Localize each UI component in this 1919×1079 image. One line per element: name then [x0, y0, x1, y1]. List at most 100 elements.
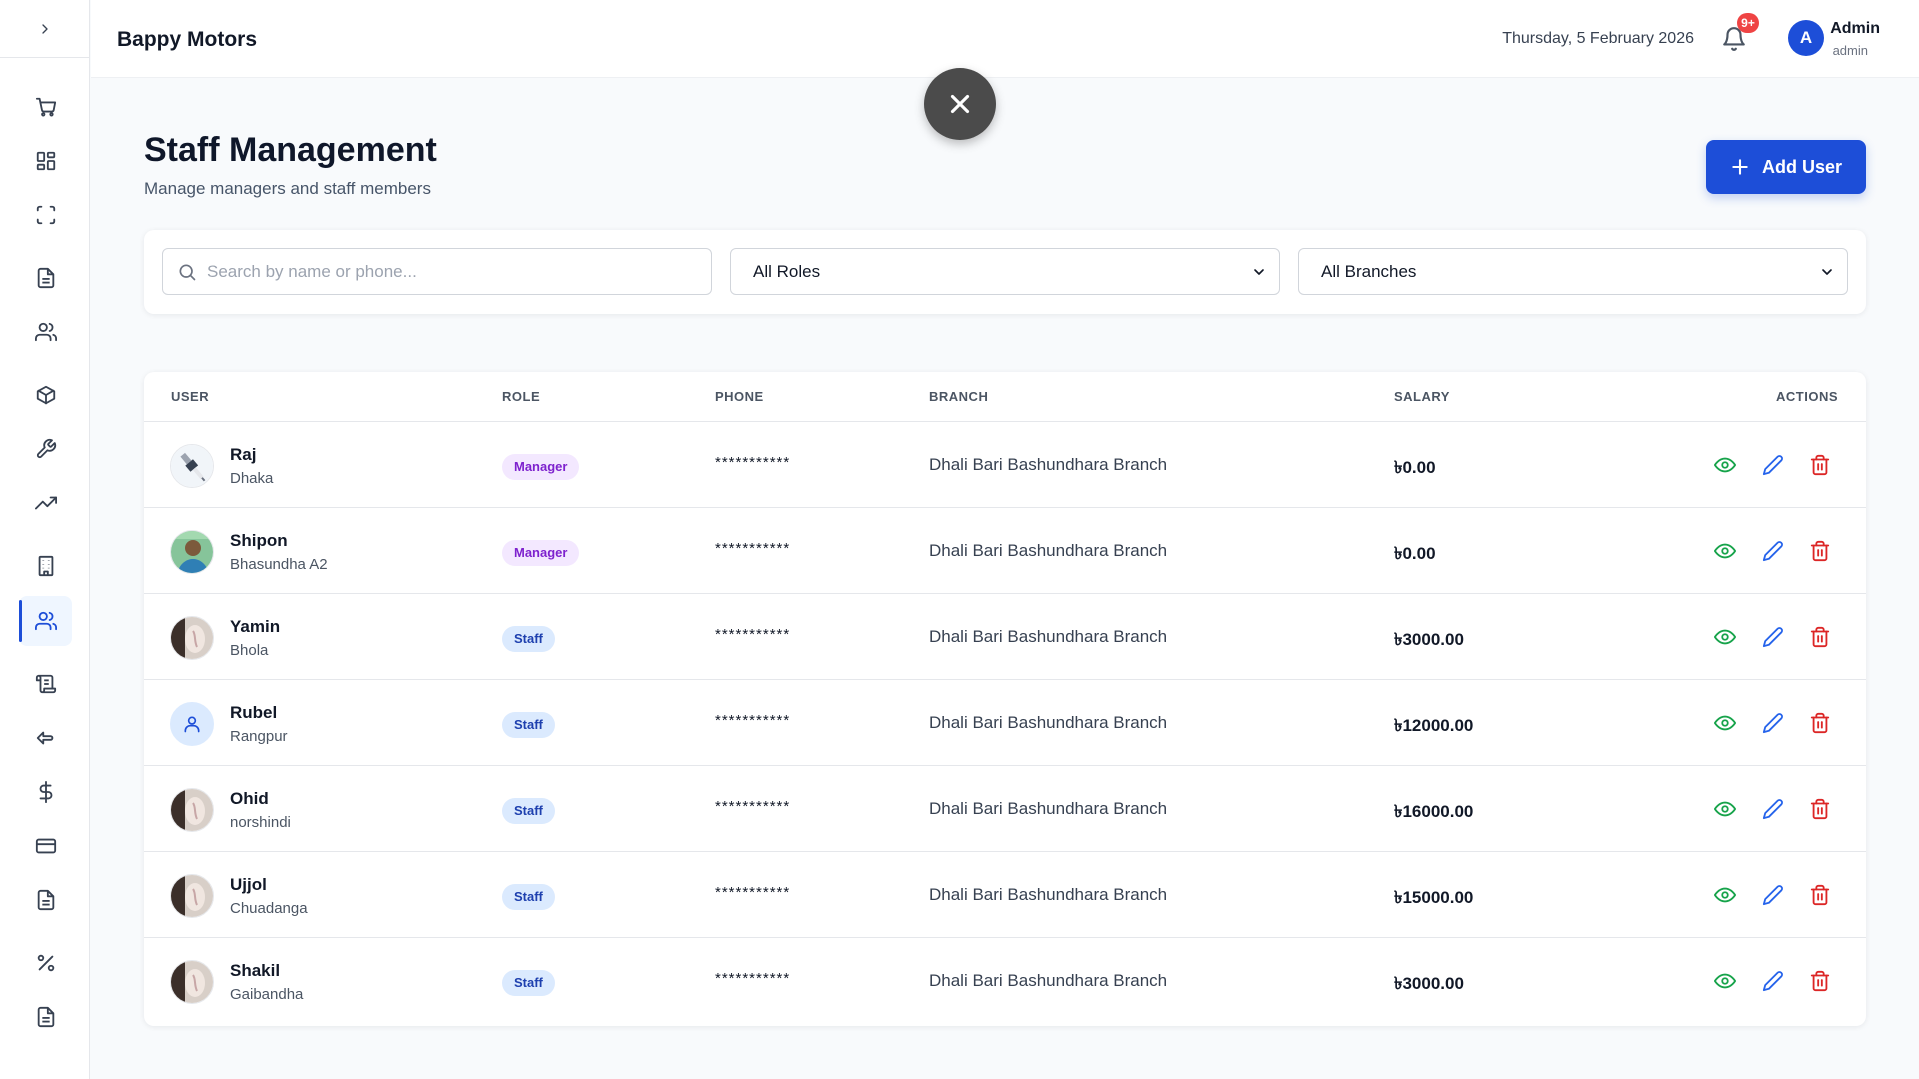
phone-value: ***********: [715, 798, 791, 815]
sidebar-item-services[interactable]: [19, 424, 72, 474]
chevron-down-icon: [1254, 268, 1264, 275]
column-header-role: ROLE: [502, 389, 541, 404]
edit-button[interactable]: [1761, 453, 1785, 477]
eye-icon: [1714, 543, 1736, 559]
edit-button[interactable]: [1761, 539, 1785, 563]
bell-icon: [1723, 27, 1745, 51]
branch-select[interactable]: All Branches: [1298, 248, 1848, 295]
role-badge: Manager: [502, 454, 580, 480]
edit-button[interactable]: [1761, 797, 1785, 821]
trash-icon: [1810, 798, 1830, 820]
delete-button[interactable]: [1808, 453, 1832, 477]
avatar: [170, 960, 214, 1004]
sidebar-item-products[interactable]: [19, 370, 72, 420]
user-name: Yamin: [230, 617, 281, 636]
salary-value: ৳15000.00: [1394, 888, 1474, 907]
view-button[interactable]: [1713, 797, 1737, 821]
phone-value: ***********: [715, 884, 791, 901]
edit-button[interactable]: [1761, 625, 1785, 649]
sidebar-item-payments[interactable]: [19, 821, 72, 871]
delete-button[interactable]: [1808, 969, 1832, 993]
credit-card-icon: [35, 838, 56, 854]
pencil-icon: [1762, 971, 1783, 992]
page-title: Staff Management: [144, 131, 437, 169]
view-button[interactable]: [1713, 453, 1737, 477]
branch-value: Dhali Bari Bashundhara Branch: [929, 541, 1168, 560]
view-button[interactable]: [1713, 625, 1737, 649]
eye-icon: [1714, 801, 1736, 817]
sidebar-item-staff[interactable]: [19, 596, 72, 646]
sidebar-item-returns[interactable]: [19, 713, 72, 763]
spark-plug-photo-icon: [171, 445, 213, 487]
sidebar-item-discounts[interactable]: [19, 938, 72, 988]
user-address: Chuadanga: [230, 900, 308, 917]
sidebar-item-pos[interactable]: [19, 82, 72, 132]
trash-icon: [1810, 884, 1830, 906]
trash-icon: [1810, 626, 1830, 648]
sidebar-item-customers[interactable]: [19, 307, 72, 357]
trash-icon: [1810, 970, 1830, 992]
close-button[interactable]: [924, 68, 996, 140]
user-name: Shakil: [230, 961, 281, 980]
column-header-branch: BRANCH: [929, 389, 989, 404]
branch-select-value: All Branches: [1321, 261, 1417, 281]
role-badge: Manager: [502, 540, 580, 566]
avatar: [170, 874, 214, 918]
column-header-phone: PHONE: [715, 389, 764, 404]
branch-value: Dhali Bari Bashundhara Branch: [929, 885, 1168, 904]
pencil-icon: [1762, 541, 1783, 562]
user-avatar[interactable]: A: [1788, 20, 1824, 56]
notifications-button[interactable]: [1721, 26, 1747, 52]
sidebar-item-reports[interactable]: [19, 875, 72, 925]
add-user-button[interactable]: Add User: [1706, 140, 1866, 194]
person-photo-icon: [171, 617, 213, 659]
sidebar-item-scan[interactable]: [19, 190, 72, 240]
pencil-icon: [1762, 627, 1783, 648]
delete-button[interactable]: [1808, 539, 1832, 563]
scan-icon: [36, 205, 55, 225]
search-input[interactable]: [207, 261, 687, 282]
role-badge: Staff: [502, 970, 555, 996]
user-address: Bhasundha A2: [230, 556, 328, 573]
sidebar-item-dashboard[interactable]: [19, 136, 72, 186]
view-button[interactable]: [1713, 969, 1737, 993]
sidebar-item-ledger[interactable]: [19, 659, 72, 709]
sidebar-item-branches[interactable]: [19, 541, 72, 591]
edit-button[interactable]: [1761, 969, 1785, 993]
sidebar-item-invoices[interactable]: [19, 253, 72, 303]
package-icon: [36, 385, 55, 405]
pencil-icon: [1762, 885, 1783, 906]
view-button[interactable]: [1713, 711, 1737, 735]
sidebar-item-sales[interactable]: [19, 478, 72, 528]
sidebar-toggle[interactable]: [0, 0, 89, 58]
delete-button[interactable]: [1808, 711, 1832, 735]
edit-button[interactable]: [1761, 883, 1785, 907]
percent-icon: [37, 954, 54, 972]
pencil-icon: [1762, 713, 1783, 734]
delete-button[interactable]: [1808, 797, 1832, 821]
view-button[interactable]: [1713, 883, 1737, 907]
delete-button[interactable]: [1808, 625, 1832, 649]
role-badge: Staff: [502, 626, 555, 652]
grid-icon: [36, 151, 55, 171]
column-header-actions: ACTIONS: [1776, 389, 1838, 404]
role-select[interactable]: All Roles: [730, 248, 1280, 295]
salary-value: ৳0.00: [1394, 458, 1436, 477]
table-header: USER ROLE PHONE BRANCH SALARY ACTIONS: [144, 372, 1866, 422]
salary-value: ৳3000.00: [1394, 974, 1464, 993]
user-name: Ujjol: [230, 875, 267, 894]
salary-value: ৳12000.00: [1394, 716, 1474, 735]
user-address: norshindi: [230, 814, 291, 831]
role-select-value: All Roles: [753, 261, 821, 281]
sidebar-item-finance[interactable]: [19, 767, 72, 817]
search-field[interactable]: [162, 248, 712, 295]
delete-button[interactable]: [1808, 883, 1832, 907]
user-name[interactable]: Admin: [1830, 20, 1880, 37]
edit-button[interactable]: [1761, 711, 1785, 735]
avatar: [170, 788, 214, 832]
view-button[interactable]: [1713, 539, 1737, 563]
user-address: Dhaka: [230, 470, 274, 487]
sidebar-item-files[interactable]: [19, 992, 72, 1042]
branch-value: Dhali Bari Bashundhara Branch: [929, 971, 1168, 990]
branch-value: Dhali Bari Bashundhara Branch: [929, 713, 1168, 732]
